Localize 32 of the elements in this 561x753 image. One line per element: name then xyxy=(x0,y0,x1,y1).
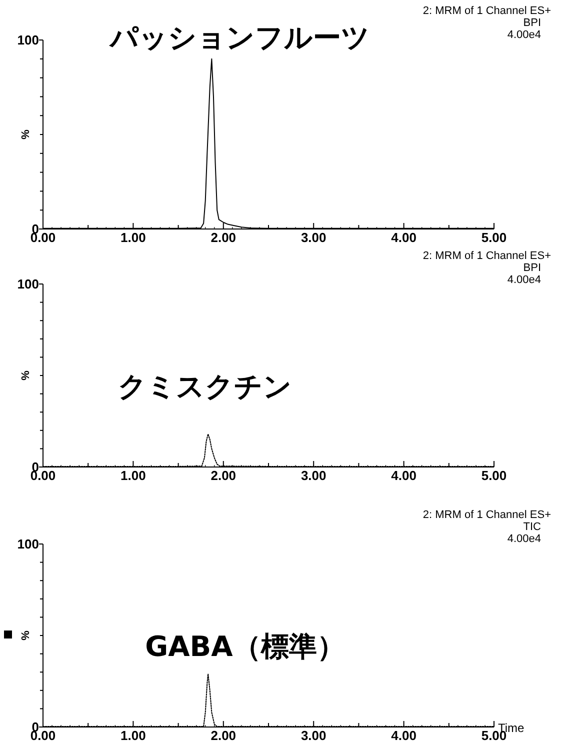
y-tick-label: 100 xyxy=(17,536,39,552)
text: BPI xyxy=(523,17,541,29)
y-tick-label: 100 xyxy=(17,276,39,292)
x-tick-label: 4.00 xyxy=(391,468,416,483)
text: GABA（標準） xyxy=(145,630,345,663)
x-tick-label: 5.00 xyxy=(481,468,507,483)
x-tick-label: 2.00 xyxy=(210,728,236,743)
x-tick-label: 1.00 xyxy=(120,468,146,483)
x-tick-label: 3.00 xyxy=(300,230,326,245)
x-tick-label: 2.00 xyxy=(210,230,236,245)
text: クミスクチン xyxy=(118,370,292,403)
text: TIC xyxy=(523,521,542,533)
x-tick-label: 4.00 xyxy=(391,728,416,743)
x-tick-label: 5.00 xyxy=(481,230,507,245)
x-tick-label: 4.00 xyxy=(391,230,416,245)
text: 2: MRM of 1 Channel ES+ xyxy=(422,509,551,521)
text: 2: MRM of 1 Channel ES+ xyxy=(422,250,551,262)
text: 2: MRM of 1 Channel ES+ xyxy=(422,5,551,17)
y-axis-title: % xyxy=(20,129,32,140)
text: 4.00e4 xyxy=(507,29,541,41)
x-tick-label: 3.00 xyxy=(300,468,326,483)
x-tick-label: 2.00 xyxy=(210,468,236,483)
text: 4.00e4 xyxy=(507,274,541,286)
y-tick-label: 100 xyxy=(17,32,39,48)
text: BPI xyxy=(523,262,541,274)
chart-title: パッションフルーツ xyxy=(108,21,370,54)
y-axis-title: % xyxy=(20,630,32,640)
y-axis-title: % xyxy=(20,370,32,380)
x-tick-label: 1.00 xyxy=(120,728,146,743)
text: 4.00e4 xyxy=(507,533,541,545)
x-tick-label: 3.00 xyxy=(300,728,326,743)
x-tick-label: 1.00 xyxy=(120,230,146,245)
